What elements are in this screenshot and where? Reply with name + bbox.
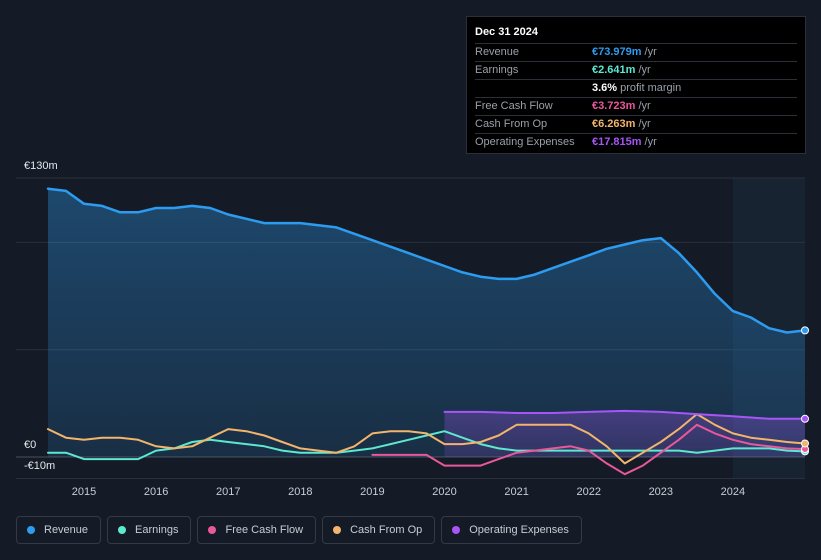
legend-label: Free Cash Flow — [225, 524, 304, 536]
operating-expenses-line — [443, 409, 806, 420]
x-tick-label: 2017 — [216, 486, 240, 498]
tooltip-row-value: €3.723m — [592, 100, 636, 112]
x-tick-label: 2016 — [144, 486, 168, 498]
free-cash-flow-line — [371, 423, 806, 476]
tooltip-row: Earnings €2.641m/yr — [475, 62, 797, 80]
tooltip-row-value: €17.815m — [592, 136, 642, 148]
tooltip-row-unit: /yr — [638, 64, 651, 76]
cash-from-op-line — [47, 413, 806, 465]
legend-dot-icon — [208, 526, 217, 534]
tooltip-row-unit: profit margin — [620, 82, 682, 94]
x-tick-label: 2020 — [432, 486, 456, 498]
x-tick-label: 2021 — [504, 486, 528, 498]
legend-label: Revenue — [44, 524, 89, 536]
tooltip-row: Revenue €73.979m/yr — [475, 44, 797, 62]
tooltip-date: Dec 31 2024 — [475, 25, 797, 44]
tooltip-row-unit: /yr — [638, 118, 651, 130]
x-tick-label: 2018 — [288, 486, 312, 498]
tooltip-row-value: 3.6% — [592, 82, 618, 94]
revenue-end-point — [801, 326, 809, 335]
chart-legend: Revenue Earnings Free Cash Flow Cash From O… — [16, 516, 582, 546]
tooltip-row-value: €2.641m — [592, 64, 636, 76]
legend-dot-icon — [27, 526, 35, 534]
tooltip-row-label: Earnings — [475, 64, 519, 76]
tooltip-row: 3.6% profit margin — [475, 80, 797, 98]
legend-label: Earnings — [135, 524, 179, 536]
x-tick-label: 2023 — [649, 486, 673, 498]
tooltip-row-label: Cash From Op — [475, 118, 548, 130]
tooltip-row-unit: /yr — [638, 100, 651, 112]
legend-dot-icon — [452, 526, 461, 534]
tooltip-row: Free Cash Flow €3.723m/yr — [475, 98, 797, 116]
x-tick-label: 2015 — [72, 486, 96, 498]
legend-dot-icon — [333, 526, 342, 534]
operating-expenses-end-point — [801, 414, 809, 423]
chart-area: 2015 2016 2017 2018 2019 2020 2021 2022 2023 2024 — [16, 177, 809, 498]
tooltip-row-value: €6.263m — [592, 118, 636, 130]
legend-item-free-cash-flow[interactable]: Free Cash Flow — [197, 516, 317, 544]
x-tick-label: 2024 — [721, 486, 745, 498]
revenue-line — [46, 187, 807, 334]
tooltip-row-label: Revenue — [475, 46, 520, 58]
tooltip-row-unit: /yr — [644, 136, 657, 148]
y-tick-label-zero: €0 — [24, 439, 37, 451]
data-tooltip: Dec 31 2024 Revenue €73.979m/yr Earnings €2… — [466, 16, 806, 154]
revenue-area — [48, 188, 805, 457]
tooltip-row-label: Free Cash Flow — [475, 100, 553, 112]
operating-expenses-area — [444, 410, 805, 457]
y-tick-label-bottom: -€10m — [24, 460, 56, 472]
tooltip-row-value: €73.979m — [592, 46, 642, 58]
tooltip-row: Cash From Op €6.263m/yr — [475, 116, 797, 134]
x-tick-label: 2019 — [360, 486, 384, 498]
tooltip-row: Operating Expenses €17.815m/yr — [475, 134, 797, 151]
legend-item-earnings[interactable]: Earnings — [107, 516, 192, 544]
legend-item-revenue[interactable]: Revenue — [16, 516, 102, 544]
legend-dot-icon — [118, 526, 127, 534]
tooltip-row-label: Operating Expenses — [475, 136, 575, 148]
legend-label: Cash From Op — [350, 524, 423, 536]
x-tick-label: 2022 — [576, 486, 600, 498]
legend-label: Operating Expenses — [469, 524, 569, 536]
legend-item-cash-from-op[interactable]: Cash From Op — [322, 516, 436, 544]
legend-item-operating-expenses[interactable]: Operating Expenses — [441, 516, 582, 544]
cash-from-op-end-point — [801, 439, 809, 448]
tooltip-row-label — [475, 80, 592, 97]
y-tick-label-top: €130m — [24, 160, 58, 172]
tooltip-row-unit: /yr — [644, 46, 657, 58]
